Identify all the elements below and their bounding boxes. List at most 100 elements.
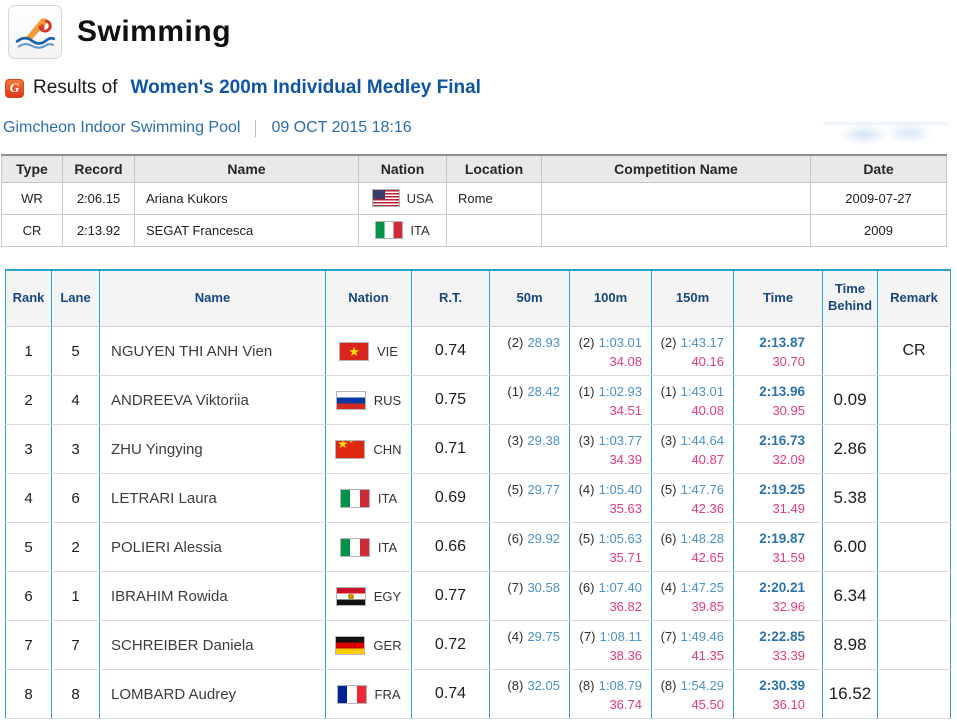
record-competition xyxy=(541,181,811,215)
nation-cell: CHN xyxy=(325,424,412,474)
lane: 5 xyxy=(51,326,100,376)
column-header: 150m xyxy=(651,268,734,327)
nation-cell: ITA xyxy=(325,473,412,523)
nation-cell: GER xyxy=(325,620,412,670)
time-behind: 0.09 xyxy=(822,375,878,425)
result-row: 1 5 NGUYEN THI ANH Vien VIE 0.74 (2) 28.… xyxy=(5,326,951,376)
final-time: 2:22.85 33.39 xyxy=(733,620,823,670)
swimmer-name: LOMBARD Audrey xyxy=(99,669,326,719)
time-behind: 6.00 xyxy=(822,522,878,572)
record-date: 2009-07-27 xyxy=(810,181,947,215)
lane: 3 xyxy=(51,424,100,474)
nation-code: RUS xyxy=(373,392,402,408)
split-100m: (1) 1:02.93 34.51 xyxy=(569,375,652,425)
rank: 6 xyxy=(5,571,52,621)
records-table-header: Type Record Name Nation Location Competition … xyxy=(1,154,947,183)
reaction-time: 0.71 xyxy=(411,424,490,474)
results-label: Results of xyxy=(33,77,118,98)
records-table-body: WR 2:06.15 Ariana Kukors USA Rome 2009-0… xyxy=(1,181,947,247)
record-nation-cell: ITA xyxy=(358,213,447,247)
final-time: 2:19.87 31.59 xyxy=(733,522,823,572)
remark xyxy=(877,522,951,572)
results-table-body: 1 5 NGUYEN THI ANH Vien VIE 0.74 (2) 28.… xyxy=(5,326,951,719)
rank: 2 xyxy=(5,375,52,425)
time-behind: 8.98 xyxy=(822,620,878,670)
split-100m: (7) 1:08.11 38.36 xyxy=(569,620,652,670)
nation-flag-icon xyxy=(371,189,400,207)
split-100m: (4) 1:05.40 35.63 xyxy=(569,473,652,523)
rank: 4 xyxy=(5,473,52,523)
split-150m: (6) 1:48.28 42.65 xyxy=(651,522,734,572)
split-150m: (8) 1:54.29 45.50 xyxy=(651,669,734,719)
result-row: 5 2 POLIERI Alessia ITA 0.66 (6) 29.92 (… xyxy=(5,522,951,572)
page-title: Swimming xyxy=(77,14,232,48)
nation-code: CHN xyxy=(373,441,402,457)
split-150m: (3) 1:44.64 40.87 xyxy=(651,424,734,474)
result-row: 7 7 SCHREIBER Daniela GER 0.72 (4) 29.75… xyxy=(5,620,951,670)
column-header: Lane xyxy=(51,268,100,327)
record-row: CR 2:13.92 SEGAT Francesca ITA 2009 xyxy=(1,213,947,247)
remark xyxy=(877,375,951,425)
column-header: Time Behind xyxy=(822,268,878,327)
nation-code: VIE xyxy=(377,343,398,359)
record-type: CR xyxy=(1,213,63,247)
results-bullet-icon: G xyxy=(5,78,24,98)
nation-cell: FRA xyxy=(325,669,412,719)
record-type: WR xyxy=(1,181,63,215)
results-table-header: Rank Lane Name Nation R.T. 50m 100m 150m Time Tim… xyxy=(5,268,951,327)
nation-flag-icon xyxy=(335,635,366,655)
split-150m: (7) 1:49.46 41.35 xyxy=(651,620,734,670)
time-behind: 5.38 xyxy=(822,473,878,523)
split-150m: (4) 1:47.25 39.85 xyxy=(651,571,734,621)
records-table: Type Record Name Nation Location Competition … xyxy=(1,154,947,247)
nation-code: GER xyxy=(373,637,402,653)
swimmer-name: LETRARI Laura xyxy=(99,473,326,523)
split-150m: (1) 1:43.01 40.08 xyxy=(651,375,734,425)
split-100m: (5) 1:05.63 35.71 xyxy=(569,522,652,572)
time-behind xyxy=(822,326,878,376)
rank: 1 xyxy=(5,326,52,376)
column-header: Location xyxy=(446,154,542,183)
time-behind: 6.34 xyxy=(822,571,878,621)
split-50m: (7) 30.58 xyxy=(489,571,570,621)
remark xyxy=(877,473,951,523)
split-100m: (8) 1:08.79 36.74 xyxy=(569,669,652,719)
page-header: Swimming xyxy=(0,0,957,60)
split-50m: (2) 28.93 xyxy=(489,326,570,376)
result-row: 8 8 LOMBARD Audrey FRA 0.74 (8) 32.05 (8… xyxy=(5,669,951,719)
split-100m: (2) 1:03.01 34.08 xyxy=(569,326,652,376)
split-50m: (6) 29.92 xyxy=(489,522,570,572)
final-time: 2:13.87 30.70 xyxy=(733,326,823,376)
column-header: Record xyxy=(62,154,135,183)
reaction-time: 0.74 xyxy=(411,326,490,376)
split-100m: (3) 1:03.77 34.39 xyxy=(569,424,652,474)
nation-code: ITA xyxy=(377,490,398,506)
split-50m: (5) 29.77 xyxy=(489,473,570,523)
lane: 7 xyxy=(51,620,100,670)
remark: CR xyxy=(877,326,951,376)
swimmer-name: NGUYEN THI ANH Vien xyxy=(99,326,326,376)
swimmer-name: ANDREEVA Viktoriia xyxy=(99,375,326,425)
nation-code: ITA xyxy=(377,539,398,555)
record-location xyxy=(446,213,542,247)
record-competition xyxy=(541,213,811,247)
nation-flag-icon xyxy=(336,684,367,704)
nation-flag-icon xyxy=(339,488,370,508)
venue-name: Gimcheon Indoor Swimming Pool xyxy=(3,119,241,136)
result-row: 4 6 LETRARI Laura ITA 0.69 (5) 29.77 (4)… xyxy=(5,473,951,523)
swimmer-name: IBRAHIM Rowida xyxy=(99,571,326,621)
column-header: Type xyxy=(1,154,63,183)
nation-flag-icon xyxy=(339,341,370,361)
column-header: Time xyxy=(733,268,823,327)
rank: 7 xyxy=(5,620,52,670)
event-title-link[interactable]: Women's 200m Individual Medley Final xyxy=(130,77,481,98)
results-heading: G Results of Women's 200m Individual Med… xyxy=(0,77,957,99)
record-nation-cell: USA xyxy=(358,181,447,215)
record-row: WR 2:06.15 Ariana Kukors USA Rome 2009-0… xyxy=(1,181,947,215)
column-header: Remark xyxy=(877,268,951,327)
swimmer-name: POLIERI Alessia xyxy=(99,522,326,572)
column-header: Name xyxy=(134,154,359,183)
lane: 8 xyxy=(51,669,100,719)
event-datetime: 09 OCT 2015 18:16 xyxy=(271,119,412,136)
swimmer-name: ZHU Yingying xyxy=(99,424,326,474)
